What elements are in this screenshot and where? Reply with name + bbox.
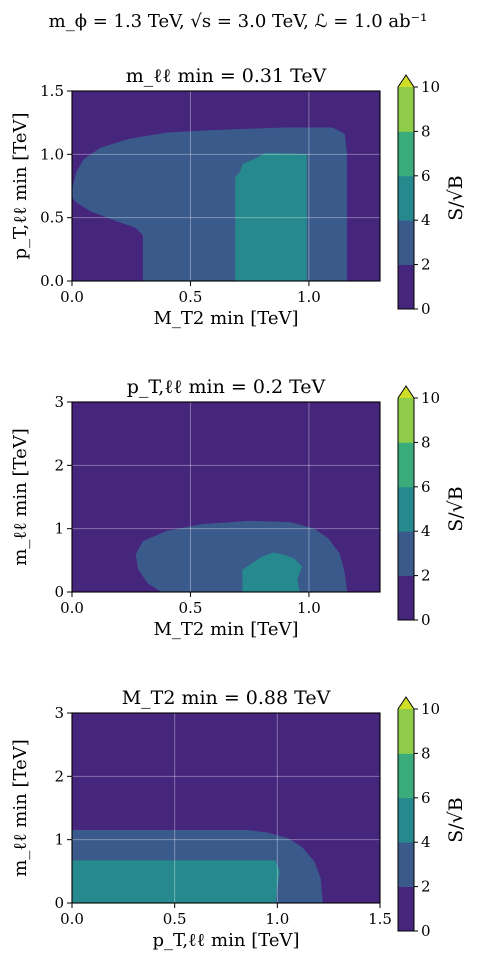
colorbar-segment [398,709,414,754]
subplot-3: 0.0 0.5 1.0 1.5 0 1 2 3 M_T2 min = 0.88 TeV p_T,ℓ… [10,687,467,951]
colorbar-segment [398,220,414,265]
y-axis-label: m_ℓℓ min [TeV] [10,739,31,876]
x-tick-label: 0.5 [179,288,203,306]
colorbar-segment [398,753,414,799]
colorbar-segment [398,486,414,532]
contour-region-4-6 [71,860,280,904]
colorbar: 0 2 4 6 8 10 S/√B [397,385,467,629]
colorbar-tick-label: 8 [421,744,431,762]
colorbar-segment [398,575,414,621]
colorbar-segment [398,175,414,221]
colorbar-tick-label: 2 [421,567,431,585]
x-tick-label: 0.0 [60,599,84,617]
colorbar-segment [398,797,414,843]
axes-frame [71,90,381,282]
y-tick-label: 0 [54,583,64,601]
y-tick-label: 0.5 [40,209,64,227]
contour-region-4-6 [242,552,303,593]
colorbar-tick-label: 8 [421,122,431,140]
colorbar-tick-label: 10 [421,700,440,718]
y-tick-label: 1 [54,520,64,538]
x-tick-label: 0.0 [60,910,84,928]
colorbar-label: S/√B [445,797,467,843]
colorbar-segment [398,131,414,177]
y-axis-label: m_ℓℓ min [TeV] [10,428,31,565]
y-tick-label: 1.5 [40,82,64,100]
x-tick-label: 0.0 [60,288,84,306]
colorbar-tick-label: 0 [421,922,431,940]
y-tick-label: 1 [54,831,64,849]
axes-frame [71,712,381,904]
colorbar-extend-arrow [398,75,414,87]
colorbar-outline [397,696,415,932]
x-tick-label: 1.5 [368,910,392,928]
y-axis-label: p_T,ℓℓ min [TeV] [10,112,31,259]
subplots: 0.0 0.5 1.0 0.0 0.5 1.0 1.5 m_ℓℓ min = 0.31 TeV… [10,65,467,951]
subplot-title: M_T2 min = 0.88 TeV [122,687,331,709]
y-tick-label: 0.0 [40,272,64,290]
contour-region-2-4 [135,520,348,593]
x-tick-label: 0.5 [179,599,203,617]
y-tick-label: 2 [54,456,64,474]
subplot-title: p_T,ℓℓ min = 0.2 TeV [127,376,326,398]
y-tick-label: 3 [54,393,64,411]
axes-frame [71,401,381,593]
colorbar-segment [398,87,414,132]
colorbar-tick-label: 2 [421,878,431,896]
colorbar-segment [398,886,414,932]
colorbar-segment [398,264,414,310]
colorbar-tick-label: 4 [421,211,431,229]
y-tick-label: 2 [54,767,64,785]
colorbar-tick-label: 8 [421,433,431,451]
colorbar-tick-label: 4 [421,833,431,851]
y-tick-label: 0 [54,894,64,912]
colorbar-segment [398,398,414,443]
colorbar-label: S/√B [445,486,467,532]
colorbar-tick-label: 2 [421,256,431,274]
colorbar-outline [397,74,415,310]
colorbar-segment [398,442,414,488]
subplot-1: 0.0 0.5 1.0 0.0 0.5 1.0 1.5 m_ℓℓ min = 0.31 TeV… [10,65,467,329]
colorbar-tick-label: 10 [421,78,440,96]
contour-region-4-6 [235,152,307,282]
colorbar-extend-arrow [398,386,414,398]
colorbar-tick-label: 6 [421,167,431,185]
colorbar: 0 2 4 6 8 10 S/√B [397,696,467,940]
x-axis-label: p_T,ℓℓ min [TeV] [152,930,299,951]
colorbar-segment [398,531,414,576]
x-axis-label: M_T2 min [TeV] [153,308,298,329]
figure-title: m_ϕ = 1.3 TeV, √s = 3.0 TeV, ℒ = 1.0 ab⁻… [49,11,428,32]
colorbar-extend-arrow [398,697,414,709]
y-tick-label: 3 [54,704,64,722]
subplot-title: m_ℓℓ min = 0.31 TeV [126,65,327,87]
colorbar-tick-label: 0 [421,300,431,318]
x-tick-label: 1.0 [265,910,289,928]
colorbar-tick-label: 0 [421,611,431,629]
colorbar-tick-label: 4 [421,522,431,540]
subplot-2: 0.0 0.5 1.0 0 1 2 3 p_T,ℓℓ min = 0.2 TeV M_T2 mi… [10,376,467,640]
colorbar-tick-label: 6 [421,478,431,496]
colorbar-tick-label: 6 [421,789,431,807]
x-axis-label: M_T2 min [TeV] [153,619,298,640]
colorbar-outline [397,385,415,621]
colorbar: 0 2 4 6 8 10 S/√B [397,74,467,318]
x-tick-label: 1.0 [297,288,321,306]
colorbar-label: S/√B [445,175,467,221]
y-tick-label: 1.0 [40,145,64,163]
x-tick-label: 0.5 [163,910,187,928]
colorbar-tick-label: 10 [421,389,440,407]
colorbar-segment [398,842,414,887]
x-tick-label: 1.0 [297,599,321,617]
